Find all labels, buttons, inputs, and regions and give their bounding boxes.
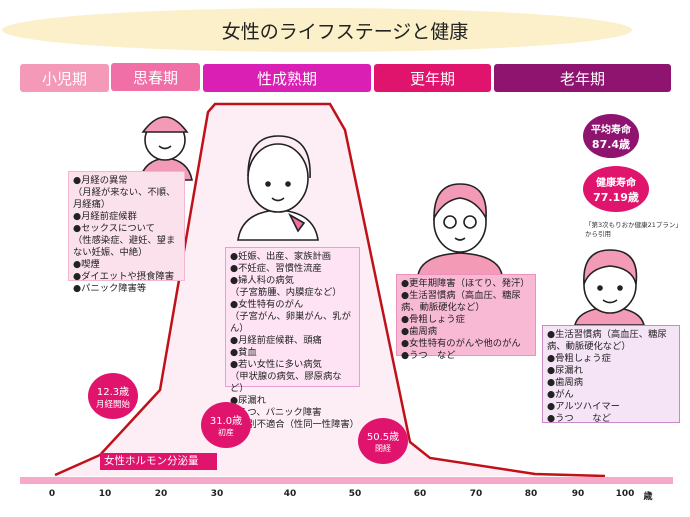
life-expectancy-label: 平均寿命	[591, 124, 631, 136]
event-label: 月経開始	[95, 399, 130, 410]
axis-tick: 100	[615, 489, 635, 499]
puberty-health-issues: ●月経の異常 （月経が来ない、不順、月経痛） ●月経前症候群 ●セックスについて…	[68, 171, 185, 294]
elderly-woman-illustration	[573, 249, 646, 326]
hormone-curve	[54, 102, 606, 478]
middle-aged-woman-illustration	[417, 183, 503, 276]
maturity-health-issues: ●妊娠、出産、家族計画 ●不妊症、習慣性流産 ●婦人科の病気 （子宮筋腫、内膜症…	[225, 247, 360, 430]
stage-maturity: 性成熟期	[203, 64, 371, 92]
axis-tick: 50	[348, 489, 362, 499]
life-expectancy-badge: 平均寿命 87.4歳	[583, 114, 639, 158]
stage-childhood: 小児期	[20, 64, 109, 92]
page-title: 女性のライフステージと健康	[221, 21, 469, 43]
axis-tick: 90	[571, 489, 585, 499]
healthy-life-badge: 健康寿命 77.19歳	[583, 166, 649, 212]
event-age: 50.5歳	[366, 432, 400, 443]
axis-tick: 30	[210, 489, 224, 499]
axis-tick: 60	[413, 489, 427, 499]
event-label: 初産	[218, 428, 234, 437]
axis-tick: 0	[48, 489, 56, 499]
menopause-health-issues: ●更年期障害（ほてり、発汗） ●生活習慣病（高血圧、糖尿病、動脈硬化など） ●骨…	[396, 274, 536, 361]
hormone-label: 女性ホルモン分泌量	[100, 453, 217, 470]
stage-puberty: 思春期	[111, 63, 200, 91]
axis-tick: 80	[524, 489, 538, 499]
stage-menopause: 更年期	[374, 64, 491, 92]
axis-tick: 10	[98, 489, 112, 499]
citation: 「第3次もりおか健康21プラン」 から引用	[585, 221, 682, 238]
event-age: 31.0歳	[209, 416, 243, 427]
stage-elderly: 老年期	[494, 64, 671, 92]
axis-unit: 歳	[643, 492, 653, 502]
elderly-health-issues: ●生活習慣病（高血圧、糖尿病、動脈硬化など） ●骨粗しょう症 ●尿漏れ ●歯周病…	[542, 325, 680, 424]
life-expectancy-value: 87.4歳	[591, 137, 631, 151]
young-woman-illustration	[237, 135, 319, 241]
title-background	[2, 8, 632, 52]
axis-tick: 70	[469, 489, 483, 499]
axis-tick: 40	[283, 489, 297, 499]
menopause-event: 50.5歳 閉経	[358, 418, 408, 464]
first-birth-event: 31.0歳 初産	[201, 402, 251, 448]
healthy-life-value: 77.19歳	[593, 190, 639, 204]
age-axis-bar	[20, 477, 673, 484]
menarche-event: 12.3歳 月経開始	[88, 373, 138, 419]
axis-tick: 20	[154, 489, 168, 499]
teen-girl-illustration	[139, 116, 193, 181]
event-age: 12.3歳	[96, 386, 130, 398]
event-label: 閉経	[375, 444, 391, 453]
healthy-life-label: 健康寿命	[596, 177, 636, 189]
